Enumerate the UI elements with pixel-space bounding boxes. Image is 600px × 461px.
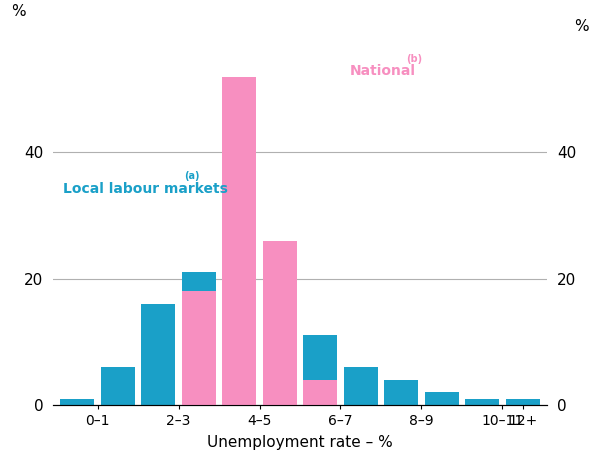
Bar	[182, 291, 216, 405]
Text: Local labour markets: Local labour markets	[63, 182, 228, 196]
Text: (b): (b)	[406, 54, 422, 64]
Bar	[465, 399, 499, 405]
Bar	[263, 241, 297, 405]
Bar	[101, 367, 135, 405]
Bar	[303, 336, 337, 405]
Bar	[425, 392, 459, 405]
Bar	[344, 367, 378, 405]
Bar	[141, 304, 175, 405]
Bar	[384, 380, 418, 405]
Bar	[60, 399, 94, 405]
X-axis label: Unemployment rate – %: Unemployment rate – %	[207, 435, 393, 450]
Text: (a): (a)	[184, 171, 199, 182]
Text: National: National	[349, 65, 415, 78]
Bar	[303, 380, 337, 405]
Bar	[263, 323, 297, 405]
Bar	[222, 279, 256, 405]
Bar	[182, 272, 216, 405]
Bar	[506, 399, 540, 405]
Bar	[222, 77, 256, 405]
Y-axis label: %: %	[574, 18, 589, 34]
Y-axis label: %: %	[11, 4, 26, 18]
